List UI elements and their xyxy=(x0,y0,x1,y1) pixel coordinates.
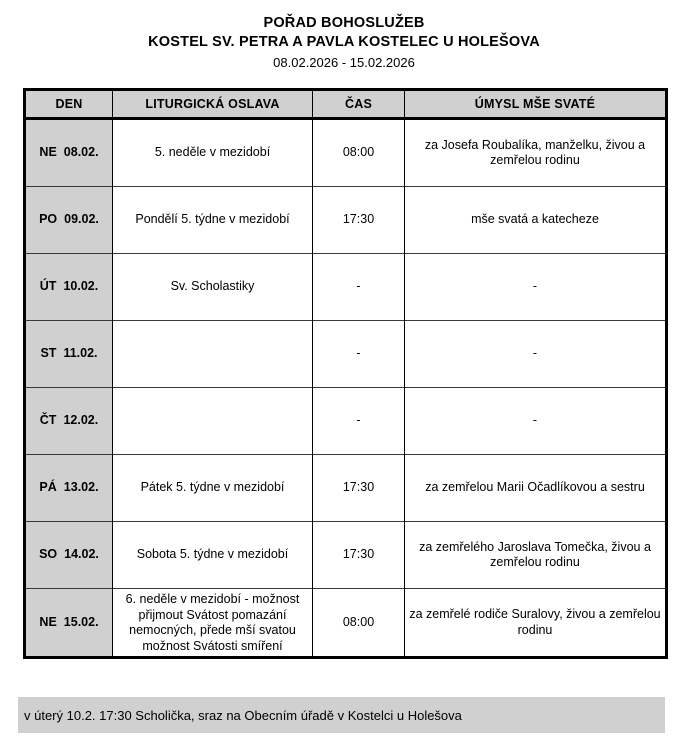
schedule-table-container: DEN LITURGICKÁ OSLAVA ČAS ÚMYSL MŠE SVAT… xyxy=(23,88,668,659)
cell-time: - xyxy=(312,387,405,455)
table-row: SO 14.02. Sobota 5. týdne v mezidobí 17:3… xyxy=(24,521,667,589)
cell-intention: za zemřelého Jaroslava Tomečka, živou a … xyxy=(404,521,667,589)
cell-intention: - xyxy=(404,253,667,321)
column-header-time: ČAS xyxy=(312,89,405,120)
table-row: ST 11.02. - - xyxy=(24,320,667,388)
schedule-table: DEN LITURGICKÁ OSLAVA ČAS ÚMYSL MŠE SVAT… xyxy=(23,88,668,659)
day-abbreviation: ÚT xyxy=(39,279,57,294)
column-header-liturgical-celebration: LITURGICKÁ OSLAVA xyxy=(112,89,313,120)
cell-intention: za zemřelou Marii Očadlíkovou a sestru xyxy=(404,454,667,522)
document-date-range: 08.02.2026 - 15.02.2026 xyxy=(273,55,415,70)
cell-intention: - xyxy=(404,387,667,455)
cell-liturgical-celebration: Sobota 5. týdne v mezidobí xyxy=(112,521,313,589)
cell-time: 17:30 xyxy=(312,454,405,522)
day-date: 13.02. xyxy=(63,480,99,495)
table-row: PÁ 13.02. Pátek 5. týdne v mezidobí 17:30… xyxy=(24,454,667,522)
day-date: 09.02. xyxy=(64,212,99,227)
footer-note: v úterý 10.2. 17:30 Scholička, sraz na O… xyxy=(18,697,665,733)
document-header: POŘAD BOHOSLUŽEB KOSTEL SV. PETRA A PAVL… xyxy=(0,0,688,73)
document-title-secondary: KOSTEL SV. PETRA A PAVLA KOSTELEC U HOLE… xyxy=(148,34,540,50)
cell-day: NE 15.02. xyxy=(24,588,113,658)
cell-day: ČT 12.02. xyxy=(24,387,113,455)
cell-liturgical-celebration: 5. neděle v mezidobí xyxy=(112,118,313,187)
cell-liturgical-celebration: Pondělí 5. týdne v mezidobí xyxy=(112,186,313,254)
cell-time: 17:30 xyxy=(312,186,405,254)
day-abbreviation: PO xyxy=(39,212,58,227)
day-abbreviation: NE xyxy=(39,145,57,160)
cell-day: ST 11.02. xyxy=(24,320,113,388)
day-date: 10.02. xyxy=(63,279,99,294)
cell-intention: mše svatá a katecheze xyxy=(404,186,667,254)
column-header-intention: ÚMYSL MŠE SVATÉ xyxy=(404,89,667,120)
cell-time: 17:30 xyxy=(312,521,405,589)
day-abbreviation: ČT xyxy=(39,413,57,428)
day-date: 12.02. xyxy=(63,413,99,428)
table-row: ÚT 10.02. Sv. Scholastiky - - xyxy=(24,253,667,321)
cell-time: 08:00 xyxy=(312,118,405,187)
cell-liturgical-celebration xyxy=(112,387,313,455)
cell-day: PÁ 13.02. xyxy=(24,454,113,522)
day-date: 08.02. xyxy=(63,145,99,160)
day-abbreviation: SO xyxy=(39,547,58,562)
day-date: 11.02. xyxy=(63,346,98,361)
cell-time: - xyxy=(312,253,405,321)
table-header: DEN LITURGICKÁ OSLAVA ČAS ÚMYSL MŠE SVAT… xyxy=(24,89,667,120)
cell-day: ÚT 10.02. xyxy=(24,253,113,321)
cell-time: - xyxy=(312,320,405,388)
cell-intention: za zemřelé rodiče Suralovy, živou a zemř… xyxy=(404,588,667,658)
table-row: PO 09.02. Pondělí 5. týdne v mezidobí 17:… xyxy=(24,186,667,254)
table-body: NE 08.02. 5. neděle v mezidobí 08:00 za J… xyxy=(24,118,667,658)
cell-time: 08:00 xyxy=(312,588,405,658)
document-title-primary: POŘAD BOHOSLUŽEB xyxy=(263,15,425,31)
table-row: ČT 12.02. - - xyxy=(24,387,667,455)
cell-intention: - xyxy=(404,320,667,388)
column-header-den: DEN xyxy=(24,89,113,120)
table-header-row: DEN LITURGICKÁ OSLAVA ČAS ÚMYSL MŠE SVAT… xyxy=(24,89,667,120)
table-row: NE 08.02. 5. neděle v mezidobí 08:00 za J… xyxy=(24,118,667,187)
cell-day: SO 14.02. xyxy=(24,521,113,589)
cell-liturgical-celebration: 6. neděle v mezidobí - možnost přijmout … xyxy=(112,588,313,658)
day-date: 15.02. xyxy=(63,614,99,629)
cell-day: NE 08.02. xyxy=(24,118,113,187)
cell-liturgical-celebration xyxy=(112,320,313,388)
cell-day: PO 09.02. xyxy=(24,186,113,254)
table-row: NE 15.02. 6. neděle v mezidobí - možnost … xyxy=(24,588,667,658)
day-abbreviation: ST xyxy=(40,346,57,361)
day-abbreviation: NE xyxy=(39,614,57,629)
footer-note-text: v úterý 10.2. 17:30 Scholička, sraz na O… xyxy=(24,707,462,723)
cell-liturgical-celebration: Sv. Scholastiky xyxy=(112,253,313,321)
cell-liturgical-celebration: Pátek 5. týdne v mezidobí xyxy=(112,454,313,522)
day-abbreviation: PÁ xyxy=(39,480,57,495)
cell-intention: za Josefa Roubalíka, manželku, živou a z… xyxy=(424,137,646,168)
day-date: 14.02. xyxy=(64,547,99,562)
